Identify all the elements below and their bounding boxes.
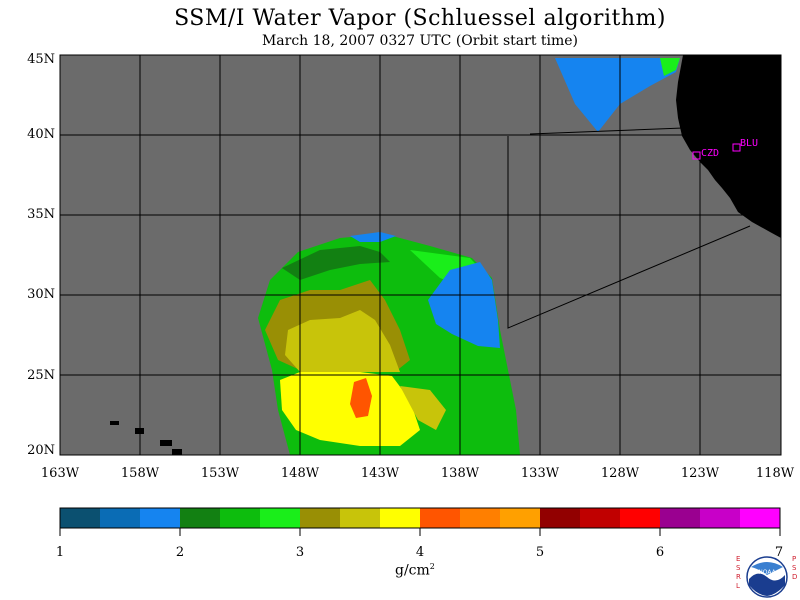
colorbar <box>59 507 781 529</box>
lon-label-118w: 118W <box>755 466 795 481</box>
region-boundary-top <box>529 127 684 135</box>
lon-label-158w: 158W <box>120 466 160 481</box>
lat-label-40n: 40N <box>27 127 55 142</box>
island-hawaii <box>172 449 182 455</box>
swath-yellow-olive-patch <box>400 386 446 430</box>
station-label-blu: BLU <box>740 138 758 149</box>
lat-label-30n: 30N <box>27 287 55 302</box>
swath-moist-region <box>280 372 420 446</box>
noaa-logo-text: NOAA <box>758 569 776 576</box>
station-label-czd: CZD <box>701 148 719 159</box>
swath-yellow-olive-region <box>285 310 400 372</box>
lon-label-133w: 133W <box>520 466 560 481</box>
colorbar-ticks <box>59 528 781 536</box>
colorbar-swatch <box>500 508 540 528</box>
map-subtitle: March 18, 2007 0327 UTC (Orbit start tim… <box>261 33 579 49</box>
lat-label-20n: 20N <box>27 443 55 458</box>
colorbar-unit: g/cm2 <box>395 562 435 579</box>
island-kauai <box>110 421 119 425</box>
lat-label-25n: 25N <box>27 368 55 383</box>
colorbar-swatch <box>740 508 780 528</box>
colorbar-swatch <box>700 508 740 528</box>
lon-label-123w: 123W <box>680 466 720 481</box>
colorbar-tick-5: 5 <box>535 545 545 560</box>
colorbar-tick-3: 3 <box>295 545 305 560</box>
colorbar-swatch <box>220 508 260 528</box>
colorbar-swatch <box>420 508 460 528</box>
colorbar-swatch <box>620 508 660 528</box>
colorbar-tick-1: 1 <box>55 545 65 560</box>
lat-label-35n: 35N <box>27 207 55 222</box>
colorbar-swatch <box>540 508 580 528</box>
swath-high-vapor-core <box>350 378 372 418</box>
lon-label-148w: 148W <box>280 466 320 481</box>
colorbar-tick-4: 4 <box>415 545 425 560</box>
colorbar-swatch <box>340 508 380 528</box>
station-marker-blu[interactable] <box>732 143 741 152</box>
colorbar-swatch <box>60 508 100 528</box>
region-boundary-line <box>507 136 751 329</box>
colorbar-swatch <box>380 508 420 528</box>
colorbar-tick-7: 7 <box>774 545 784 560</box>
lon-label-128w: 128W <box>600 466 640 481</box>
colorbar-swatch <box>300 508 340 528</box>
station-marker-czd[interactable] <box>692 151 701 160</box>
north-swath-low-vapor <box>555 58 680 132</box>
north-america-landmass <box>676 55 781 238</box>
swath-dry-patch-north <box>350 232 396 242</box>
colorbar-swatch <box>100 508 140 528</box>
lat-label-45n: 45N <box>27 52 55 67</box>
graticule <box>60 55 781 455</box>
colorbar-tick-6: 6 <box>655 545 665 560</box>
map-frame <box>59 54 782 456</box>
map-title: SSM/I Water Vapor (Schluessel algorithm) <box>174 6 666 31</box>
colorbar-swatch <box>260 508 300 528</box>
north-swath-moderate-vapor <box>660 58 680 76</box>
lon-label-163w: 163W <box>40 466 80 481</box>
lon-label-138w: 138W <box>440 466 480 481</box>
colorbar-swatch <box>660 508 700 528</box>
colorbar-swatch <box>460 508 500 528</box>
colorbar-swatch <box>580 508 620 528</box>
noaa-emblem-icon: NOAA <box>746 556 788 598</box>
lon-label-143w: 143W <box>360 466 400 481</box>
colorbar-swatch <box>180 508 220 528</box>
colorbar-swatch <box>140 508 180 528</box>
lon-label-153w: 153W <box>200 466 240 481</box>
swath-dark-green-band <box>282 246 390 280</box>
island-maui <box>160 440 172 446</box>
swath-dry-region <box>428 262 500 348</box>
colorbar-tick-2: 2 <box>175 545 185 560</box>
